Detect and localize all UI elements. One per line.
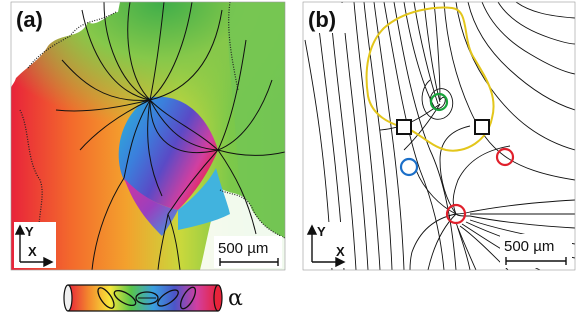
- panel-a-frame: [10, 1, 286, 271]
- panel-a: [11, 2, 285, 270]
- panel-b-scale-label: 500 µm: [504, 238, 554, 255]
- panel-a-defect-lower: [124, 178, 178, 236]
- panel-b-square-left: [396, 119, 412, 135]
- orientation-glyph-4: [157, 289, 179, 307]
- panel-b-square-right: [474, 119, 490, 135]
- colorbar-cap-left: [63, 284, 73, 312]
- orientation-glyph-1: [97, 287, 115, 309]
- panel-b-red-circle-lower: [445, 203, 467, 225]
- panel-b-yellow-loop: [365, 6, 495, 152]
- panel-a-axis-arrows: [14, 224, 54, 268]
- colorbar-cap-right: [213, 284, 223, 312]
- orientation-glyph-5: [179, 286, 197, 310]
- panel-a-contours: [55, 2, 285, 270]
- panel-a-cyan-tail: [178, 168, 230, 230]
- panel-b-green-circle: [429, 92, 449, 112]
- panel-b-axis-y: Y: [317, 224, 326, 239]
- panel-a-axis-x: X: [28, 244, 37, 259]
- panel-b-axis-arrows: [306, 224, 346, 268]
- panel-b-label-bg: [304, 3, 350, 33]
- panel-a-label: (a): [16, 7, 43, 32]
- panel-b-scale-bg: [500, 234, 572, 268]
- panel-a-axis-y: Y: [25, 224, 34, 239]
- panel-a-label-bg: [12, 3, 58, 33]
- panel-b-label: (b): [308, 7, 336, 32]
- panel-b-red-circle-upper: [495, 147, 515, 167]
- panel-a-defect-core: [118, 96, 218, 210]
- orientation-glyph-2: [113, 289, 137, 307]
- panel-b-blue-circle: [399, 157, 419, 177]
- orientation-colorbar: [63, 284, 223, 312]
- panel-b-frame: [302, 1, 576, 271]
- orientation-glyph-3: [135, 291, 159, 305]
- panel-b-axis-x: X: [336, 244, 345, 259]
- panel-a-scale-label: 500 µm: [218, 240, 268, 257]
- colorbar-alpha-label: α: [228, 286, 243, 311]
- panel-a-noise: [19, 2, 285, 269]
